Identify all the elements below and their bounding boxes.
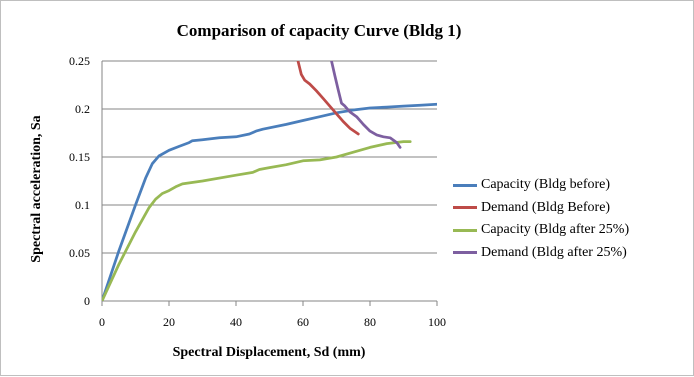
legend-item-1: Capacity (Bldg before): [453, 174, 693, 197]
y-tick-label: 0.25: [69, 54, 90, 68]
legend-item-2: Demand (Bldg Before): [453, 197, 693, 220]
legend-label: Demand (Bldg after 25%): [481, 244, 627, 260]
x-tick-label: 0: [99, 315, 105, 329]
legend-swatch: [453, 183, 477, 187]
y-tick-label: 0: [84, 294, 90, 308]
legend-label: Capacity (Bldg after 25%): [481, 222, 630, 238]
series-line-1: [102, 102, 437, 301]
legend-swatch: [453, 251, 477, 255]
x-axis-label: Spectral Displacement, Sd (mm): [172, 345, 366, 360]
legend-item-4: Demand (Bldg after 25%): [453, 242, 693, 265]
legend-swatch: [453, 206, 477, 210]
legend-swatch: [453, 228, 477, 232]
series-line-4: [330, 61, 402, 149]
x-tick-label: 60: [297, 315, 309, 329]
y-tick-label: 0.15: [69, 150, 90, 164]
x-tick-label: 40: [230, 315, 242, 329]
legend-item-3: Capacity (Bldg after 25%): [453, 219, 693, 242]
y-tick-label: 0.1: [75, 198, 90, 212]
series-line-3: [102, 140, 412, 301]
chart-title: Comparison of capacity Curve (Bldg 1): [176, 21, 462, 40]
legend-label: Capacity (Bldg before): [481, 177, 611, 193]
legend: Capacity (Bldg before) Demand (Bldg Befor…: [453, 174, 693, 264]
x-tick-label: 100: [428, 315, 446, 329]
y-tick-label: 0.2: [75, 102, 90, 116]
series-line-2: [296, 61, 360, 136]
legend-label: Demand (Bldg Before): [481, 199, 611, 215]
x-tick-label: 20: [163, 315, 175, 329]
y-tick-label: 0.05: [69, 246, 90, 260]
x-tick-label: 80: [364, 315, 376, 329]
